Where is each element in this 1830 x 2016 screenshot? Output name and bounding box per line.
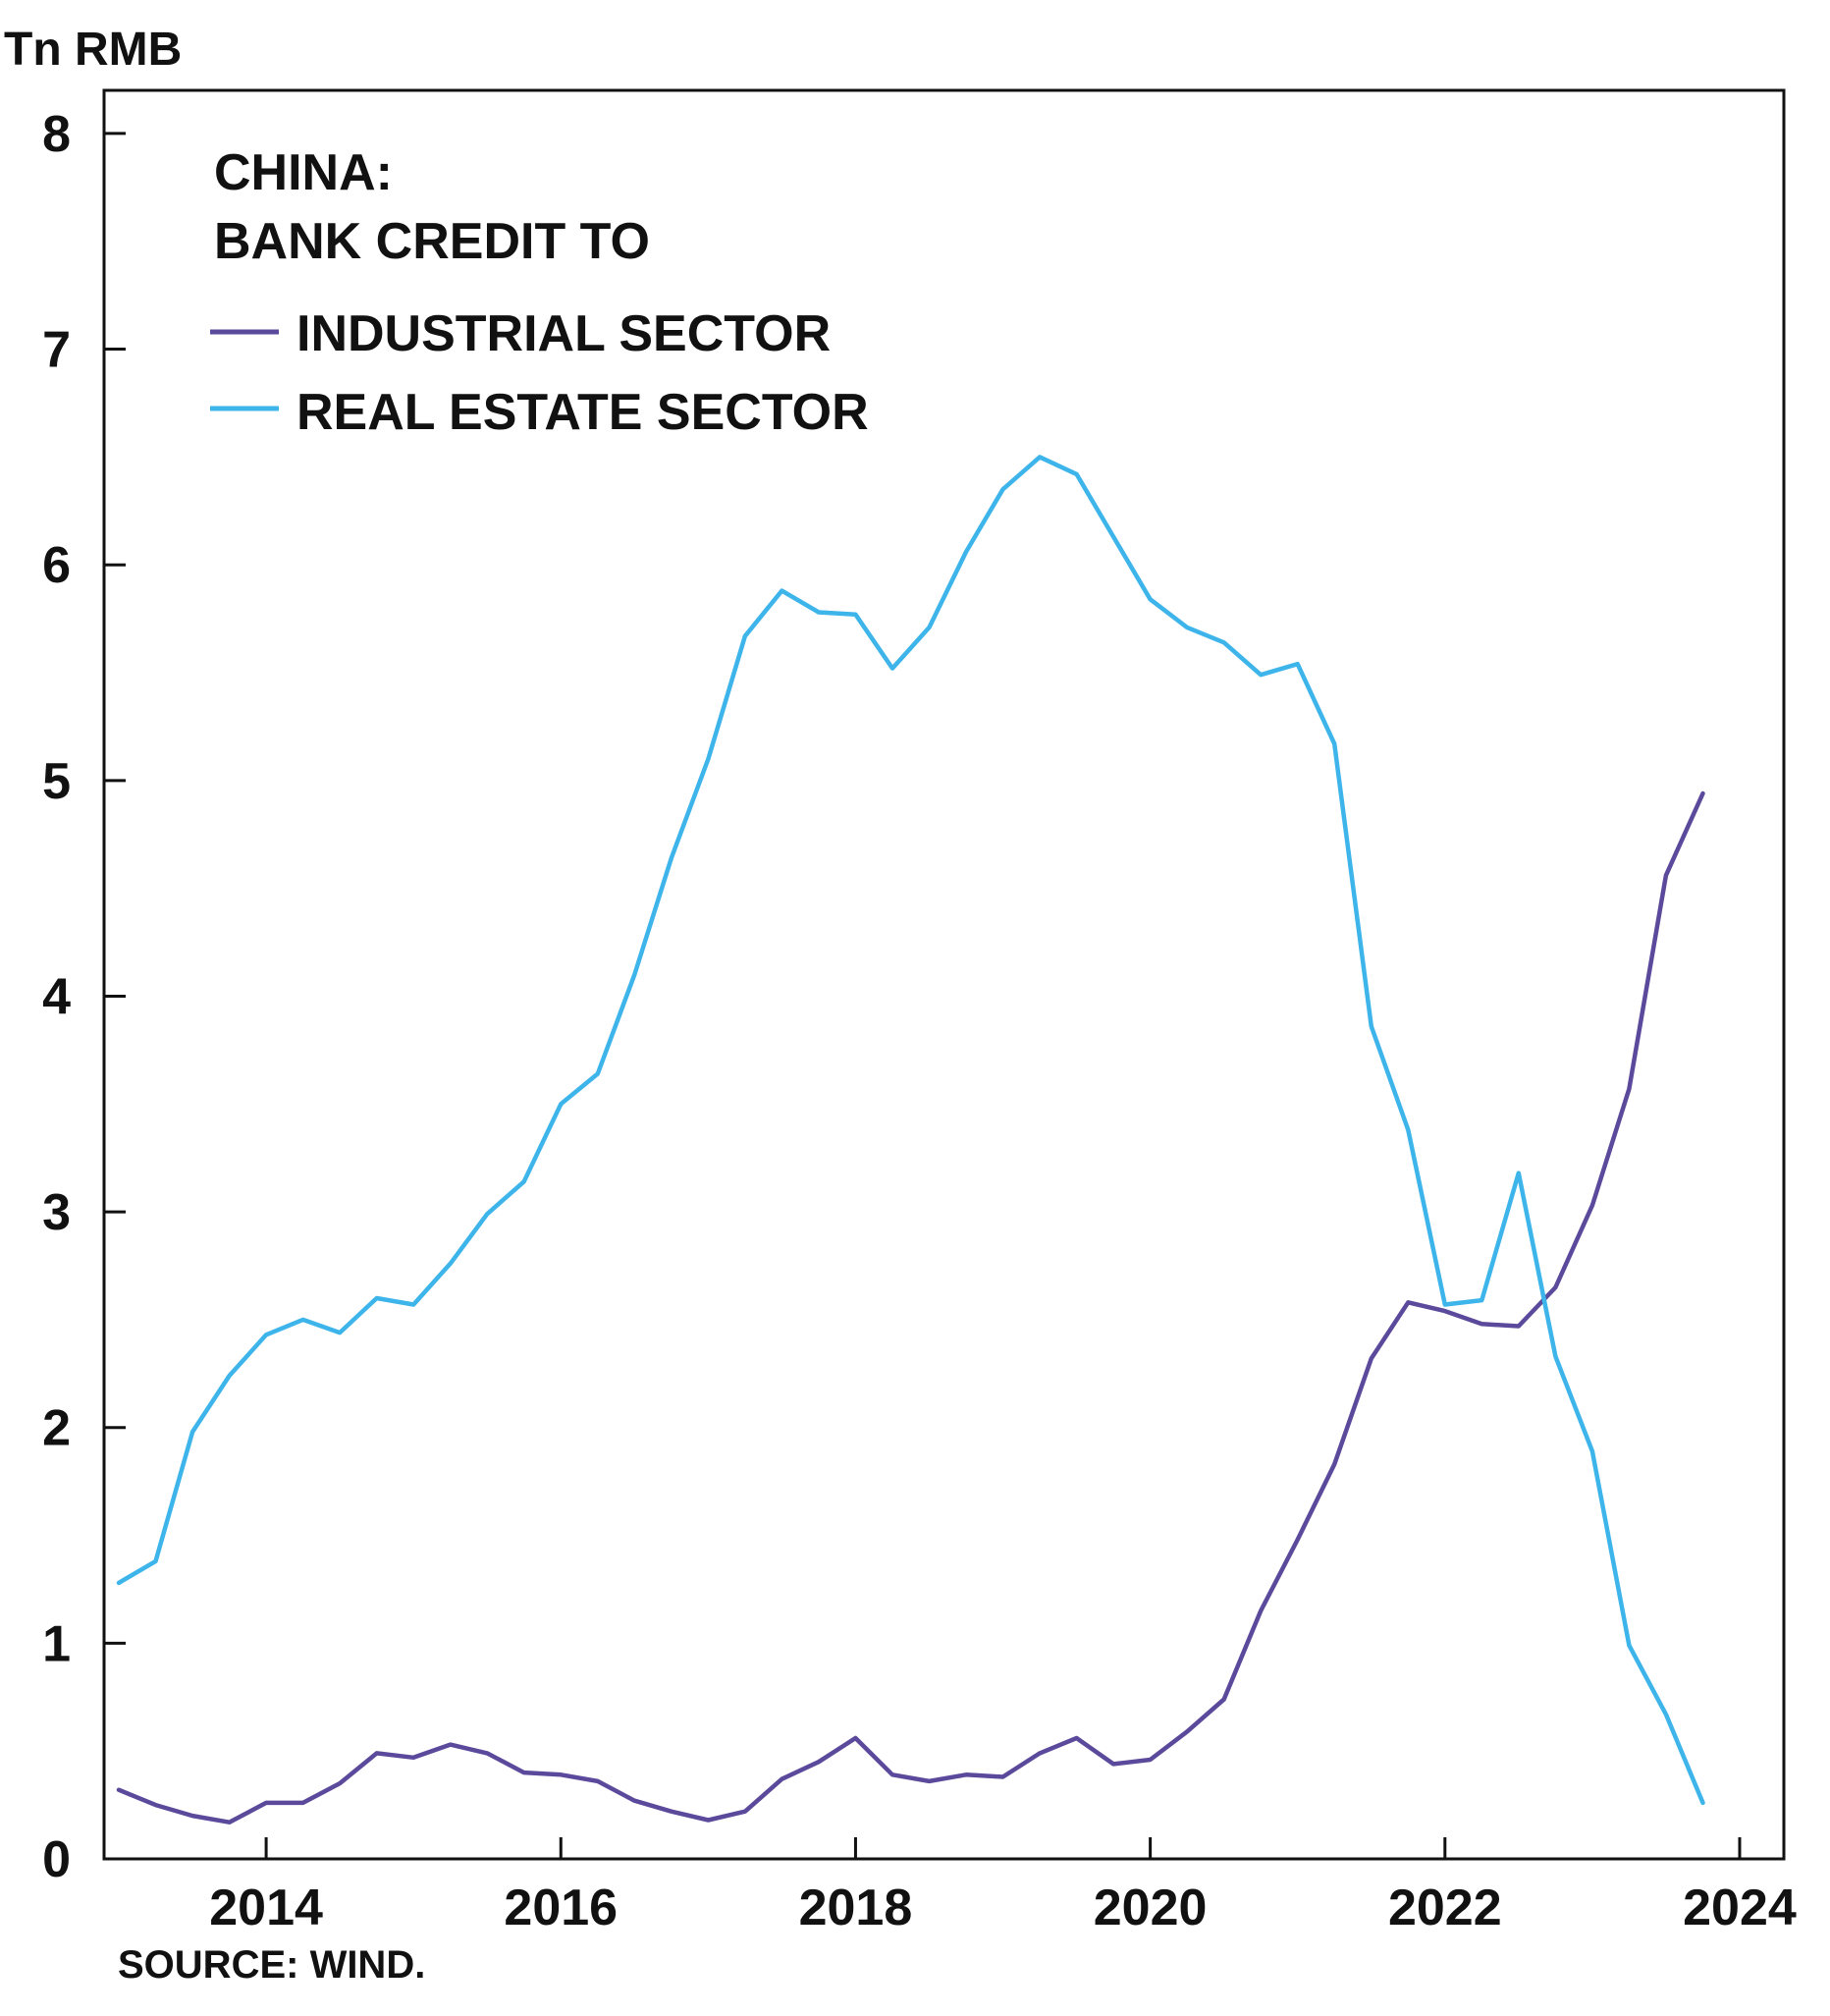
series-layer xyxy=(116,455,1705,1825)
y-tick-label: 5 xyxy=(42,753,71,810)
y-axis: 0 1 2 3 4 5 6 7 8 xyxy=(42,106,126,1888)
series-line-industrial-sector xyxy=(116,790,1705,1825)
x-tick-label: 2024 xyxy=(1683,1880,1797,1936)
y-tick-label: 6 xyxy=(42,537,71,594)
x-tick-label: 2014 xyxy=(209,1880,323,1936)
x-axis: 2014 2016 2018 2020 2022 2024 xyxy=(209,1837,1797,1936)
y-tick-label: 3 xyxy=(42,1184,71,1241)
y-tick-label: 1 xyxy=(42,1615,71,1672)
chart-title-line-1: CHINA: xyxy=(214,144,393,201)
y-tick-label: 7 xyxy=(42,322,71,379)
chart-title-line-2: BANK CREDIT TO xyxy=(214,213,650,270)
plot-area-frame xyxy=(102,88,1786,1861)
series-line-real-estate-sector xyxy=(116,455,1705,1806)
y-tick-label: 8 xyxy=(42,106,71,163)
y-tick-label: 4 xyxy=(42,968,71,1025)
x-tick-label: 2020 xyxy=(1094,1880,1208,1936)
y-tick-label: 2 xyxy=(42,1400,71,1457)
x-tick-label: 2016 xyxy=(504,1880,618,1936)
legend: INDUSTRIAL SECTOR REAL ESTATE SECTOR xyxy=(210,305,869,441)
legend-label-real-estate: REAL ESTATE SECTOR xyxy=(296,384,869,441)
y-axis-unit-label: Tn RMB xyxy=(4,24,182,76)
y-tick-label: 0 xyxy=(42,1831,71,1888)
x-tick-label: 2018 xyxy=(799,1880,913,1936)
legend-label-industrial: INDUSTRIAL SECTOR xyxy=(296,305,831,362)
x-tick-label: 2022 xyxy=(1388,1880,1502,1936)
source-note: SOURCE: WIND. xyxy=(118,1943,425,1987)
